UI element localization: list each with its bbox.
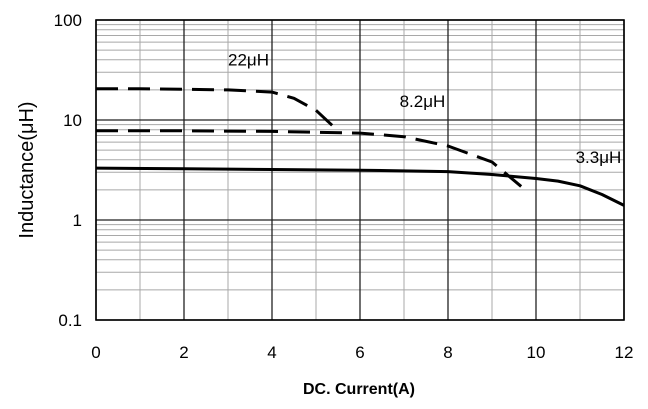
series-labels: 22μH 8.2μH 3.3μH xyxy=(228,51,621,168)
x-tick-label: 10 xyxy=(527,343,546,362)
series-line xyxy=(95,166,625,207)
x-tick-label: 8 xyxy=(443,343,452,362)
y-tick-labels: 0.1 1 10 100 xyxy=(54,11,82,330)
x-tick-labels: 0 2 4 6 8 10 12 xyxy=(91,343,633,362)
x-tick-label: 4 xyxy=(267,343,276,362)
y-axis-label: Inductance(μH) xyxy=(16,101,38,238)
grid xyxy=(95,19,625,321)
series-line xyxy=(96,129,524,189)
y-tick-label: 1 xyxy=(73,211,82,230)
y-tick-label: 10 xyxy=(63,111,82,130)
series-lines xyxy=(95,87,625,207)
x-tick-label: 6 xyxy=(355,343,364,362)
x-tick-label: 2 xyxy=(179,343,188,362)
series-label: 3.3μH xyxy=(576,148,622,167)
series-label: 22μH xyxy=(228,51,269,70)
y-tick-label: 0.1 xyxy=(58,311,82,330)
x-tick-label: 12 xyxy=(615,343,634,362)
plot-border xyxy=(95,19,625,321)
series-line xyxy=(96,87,340,132)
x-axis-label: DC. Current(A) xyxy=(303,381,415,398)
x-tick-label: 0 xyxy=(91,343,100,362)
series-label: 8.2μH xyxy=(400,92,446,111)
y-tick-label: 100 xyxy=(54,11,82,30)
